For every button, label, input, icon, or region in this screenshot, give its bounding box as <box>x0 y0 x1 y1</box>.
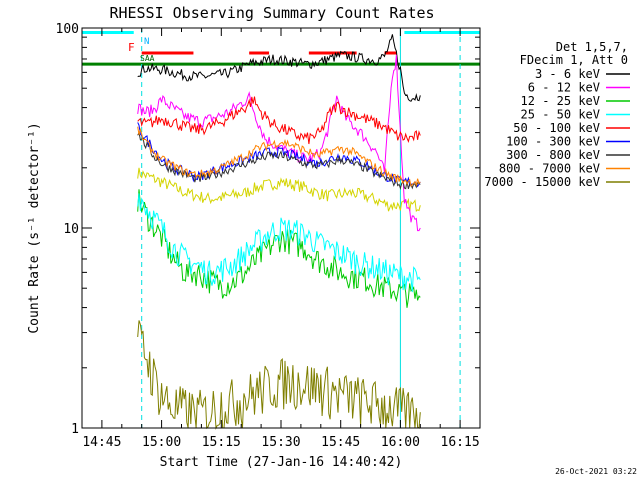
x-tick-label-4: 15:45 <box>321 435 360 450</box>
legend-label-1: 6 - 12 keV <box>528 81 600 95</box>
x-axis: 14:45 15:00 15:15 15:30 15:45 16:00 16:15 <box>81 28 481 450</box>
x-tick-label-1: 15:00 <box>142 435 181 450</box>
legend-label-4: 50 - 100 keV <box>513 121 600 135</box>
flag-label-n: N <box>144 37 149 47</box>
legend-label-5: 100 - 300 keV <box>506 135 600 149</box>
series-line-6 <box>137 131 421 191</box>
series-line-7 <box>137 126 421 188</box>
x-tick-label-0: 14:45 <box>82 435 121 450</box>
x-tick-label-5: 16:00 <box>381 435 420 450</box>
legend-label-7: 800 - 7000 keV <box>499 162 600 176</box>
y-axis: 1 10 100 <box>56 22 480 437</box>
flag-label-f: F <box>128 41 135 54</box>
legend-label-3: 25 - 50 keV <box>521 108 600 122</box>
y-tick-label-2: 100 <box>56 22 79 37</box>
timestamp: 26-Oct-2021 03:22 <box>555 467 637 476</box>
secondary-series-0 <box>137 167 421 213</box>
legend-label-0: 3 - 6 keV <box>535 67 600 81</box>
legend-header-1: FDecim 1, Att 0 <box>520 53 628 67</box>
y-axis-label: Count Rate (s⁻¹ detector⁻¹) <box>27 122 42 333</box>
legend-label-6: 300 - 800 keV <box>506 148 600 162</box>
legend-label-8: 7000 - 15000 keV <box>484 175 600 189</box>
series-line-0 <box>137 34 421 102</box>
series-line-4 <box>137 96 421 145</box>
legend-header-0: Det 1,5,7, <box>556 40 628 54</box>
y-tick-label-0: 1 <box>71 422 79 437</box>
series-line-8 <box>137 320 421 430</box>
x-tick-label-3: 15:30 <box>261 435 300 450</box>
x-tick-label-6: 16:15 <box>441 435 480 450</box>
flag-label-saa: SAA <box>140 54 155 63</box>
x-tick-label-2: 15:15 <box>202 435 241 450</box>
y-tick-label-1: 10 <box>63 222 79 237</box>
legend-label-2: 12 - 25 keV <box>521 94 600 108</box>
x-axis-label: Start Time (27-Jan-16 14:40:42) <box>160 455 403 470</box>
chart-title: RHESSI Observing Summary Count Rates <box>109 4 434 22</box>
series-line-3 <box>137 193 421 293</box>
series-lines <box>137 34 421 430</box>
flag-bars <box>82 28 480 428</box>
series-line-2 <box>137 189 421 308</box>
